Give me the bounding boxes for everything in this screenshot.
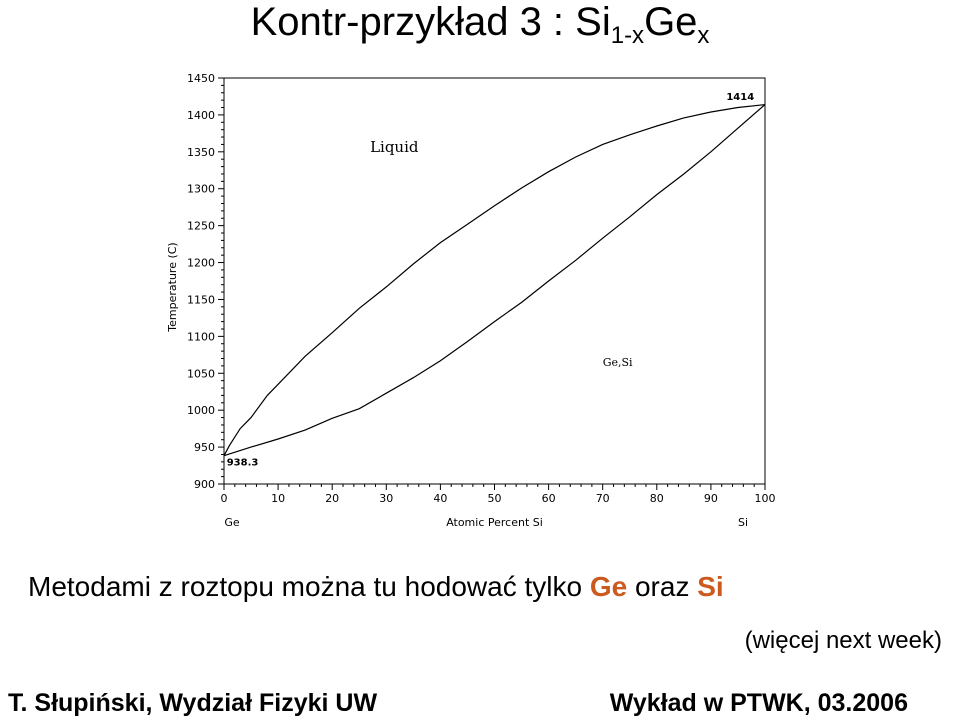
x-tick-label: 70 bbox=[596, 492, 610, 505]
y-tick-label: 900 bbox=[194, 478, 215, 491]
x-tick-label: 80 bbox=[650, 492, 664, 505]
x-tick-label: 90 bbox=[704, 492, 718, 505]
x-tick-label: 20 bbox=[325, 492, 339, 505]
annotation-ge-si: Ge,Si bbox=[603, 356, 633, 369]
y-tick-label: 1000 bbox=[187, 404, 215, 417]
solidus-line bbox=[223, 104, 766, 457]
slide-title: Kontr-przykład 3 : Si1-xGex bbox=[0, 0, 960, 58]
phase-diagram: 900 950 1000 1050 1100 1150 1200 1250 1300 1350 14… bbox=[160, 66, 850, 536]
chart-labels: Temperature (C) Atomic Percent Si Ge Si Liqu… bbox=[166, 92, 754, 529]
annotation-1414: 1414 bbox=[726, 92, 754, 103]
annotation-938-3: 938.3 bbox=[227, 458, 259, 469]
body-text: Metodami z roztopu można tu hodować tylk… bbox=[28, 570, 724, 604]
title-subscript-2: x bbox=[697, 22, 710, 49]
y-tick-label: 1050 bbox=[187, 367, 215, 380]
y-tick-label: 1200 bbox=[187, 257, 215, 270]
body-and: oraz bbox=[634, 571, 690, 602]
footer-lecture: Wykład w PTWK, 03.2006 bbox=[609, 689, 908, 717]
annotation-liquid: Liquid bbox=[370, 138, 419, 156]
chart-curves bbox=[223, 104, 766, 457]
x-tick-label: 100 bbox=[755, 492, 776, 505]
x-end-label-left: Ge bbox=[224, 516, 240, 529]
highlight-ge: Ge bbox=[589, 571, 628, 602]
x-tick-label: 0 bbox=[221, 492, 228, 505]
y-tick-label: 1250 bbox=[187, 220, 215, 233]
note-next-week: (więcej next week) bbox=[744, 627, 942, 654]
x-tick-label: 10 bbox=[271, 492, 285, 505]
title-subscript-1: 1-x bbox=[610, 22, 645, 49]
x-tick-label: 40 bbox=[433, 492, 447, 505]
phase-diagram-svg: 9009501000105011001150120012501300135014… bbox=[160, 66, 850, 536]
x-tick-label: 60 bbox=[542, 492, 556, 505]
x-tick-label: 50 bbox=[488, 492, 502, 505]
y-tick-label: 950 bbox=[194, 441, 215, 454]
y-tick-label: 1350 bbox=[187, 146, 215, 159]
footer-author: T. Słupiński, Wydział Fizyki UW bbox=[8, 689, 378, 717]
body-prefix: Metodami z roztopu można tu hodować tylk… bbox=[28, 571, 583, 602]
y-tick-label: 1450 bbox=[187, 72, 215, 85]
y-tick-label: 1300 bbox=[187, 183, 215, 196]
y-tick-label: 1150 bbox=[187, 293, 215, 306]
x-end-label-right: Si bbox=[738, 516, 748, 529]
x-axis-label: Atomic Percent Si bbox=[446, 516, 543, 529]
title-text: Kontr-przykład 3 : Si bbox=[250, 0, 611, 44]
chart-axes: 9009501000105011001150120012501300135014… bbox=[187, 72, 776, 505]
title-ge: Ge bbox=[644, 0, 698, 44]
x-tick-label: 30 bbox=[379, 492, 393, 505]
y-axis-label: Temperature (C) bbox=[166, 242, 179, 332]
y-tick-label: 1100 bbox=[187, 330, 215, 343]
highlight-si: Si bbox=[697, 571, 724, 602]
y-tick-label: 1400 bbox=[187, 109, 215, 122]
liquidus-line bbox=[223, 104, 766, 456]
